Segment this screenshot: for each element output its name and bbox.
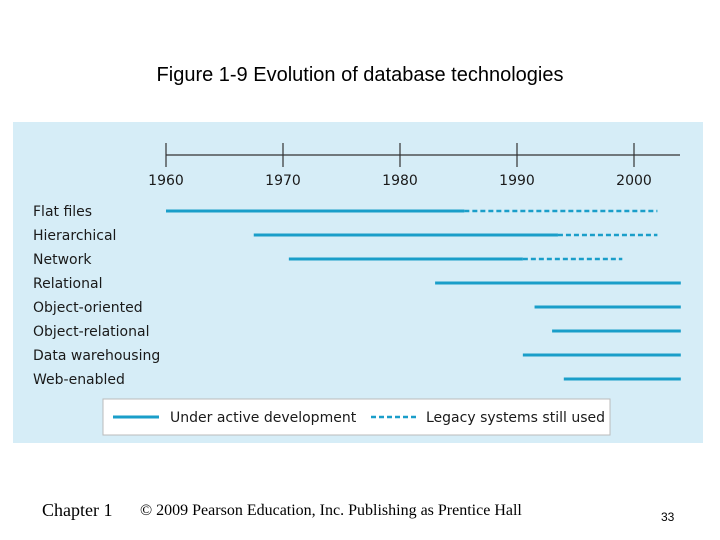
year-label: 1980 bbox=[382, 173, 418, 189]
legend-active-label: Under active development bbox=[170, 410, 357, 426]
year-label: 1990 bbox=[499, 173, 535, 189]
footer-chapter: Chapter 1 bbox=[42, 500, 113, 520]
technology-label: Flat files bbox=[33, 204, 92, 220]
technology-label: Relational bbox=[33, 276, 102, 292]
slide-title: Figure 1-9 Evolution of database technol… bbox=[156, 64, 564, 86]
diagram-panel: 1960 1970 1980 1990 2000 Flat files Hierarchi… bbox=[13, 122, 703, 443]
technology-label: Object-relational bbox=[33, 324, 149, 340]
legend: Under active development Legacy systems … bbox=[102, 398, 611, 436]
evolution-timeline-diagram: 1960 1970 1980 1990 2000 Flat files Hierarchi… bbox=[33, 143, 681, 436]
year-label: 1960 bbox=[148, 173, 184, 189]
legend-box bbox=[102, 398, 611, 436]
year-label: 2000 bbox=[616, 173, 652, 189]
technology-label: Web-enabled bbox=[33, 372, 125, 388]
technology-label: Hierarchical bbox=[33, 228, 116, 244]
technology-label: Network bbox=[33, 252, 92, 268]
footer-copyright: © 2009 Pearson Education, Inc. Publishin… bbox=[140, 502, 522, 519]
technology-label: Object-oriented bbox=[33, 300, 143, 316]
legend-legacy-label: Legacy systems still used bbox=[426, 410, 605, 426]
page-number: 33 bbox=[661, 510, 675, 524]
technology-label: Data warehousing bbox=[33, 348, 160, 364]
year-label: 1970 bbox=[265, 173, 301, 189]
